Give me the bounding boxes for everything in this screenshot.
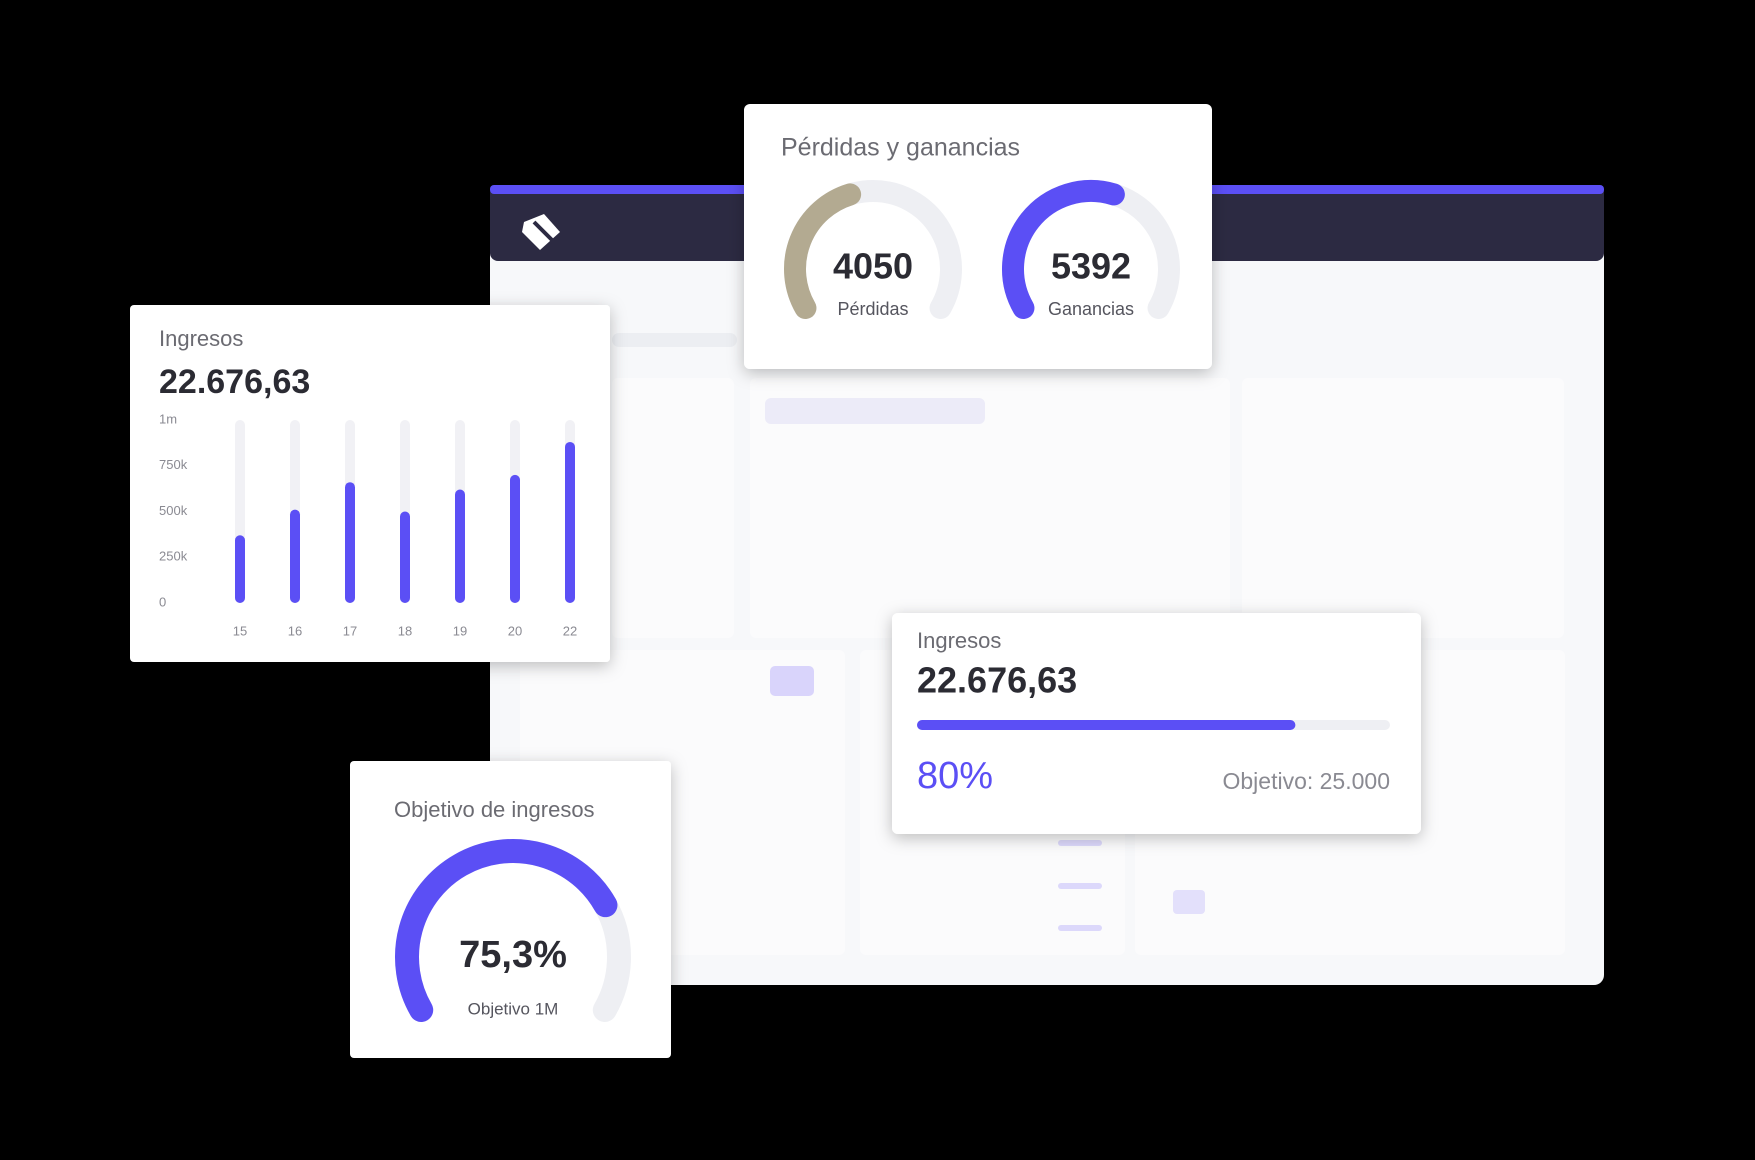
- placeholder: [765, 398, 985, 424]
- placeholder: [1058, 925, 1102, 931]
- gauge-fill: [1002, 180, 1125, 319]
- y-tick-label: 500k: [159, 503, 188, 518]
- x-tick-label: 19: [453, 623, 467, 638]
- logo: [522, 214, 560, 250]
- gauge-label: Pérdidas: [837, 299, 908, 319]
- placeholder: [612, 333, 737, 347]
- bar: [345, 482, 355, 603]
- placeholder: [1058, 883, 1102, 889]
- revenue-bar-card: [130, 305, 610, 662]
- bar: [455, 489, 465, 603]
- placeholder: [1058, 840, 1102, 846]
- y-tick-label: 750k: [159, 457, 188, 472]
- x-tick-label: 16: [288, 623, 302, 638]
- x-tick-label: 15: [233, 623, 247, 638]
- card-title: Pérdidas y ganancias: [781, 134, 1020, 162]
- gauge-label: Ganancias: [1048, 299, 1134, 319]
- bar: [400, 511, 410, 603]
- x-tick-label: 17: [343, 623, 357, 638]
- y-tick-label: 0: [159, 594, 166, 609]
- gauge-value: 4050: [833, 246, 913, 287]
- gauge-fill: [784, 183, 862, 319]
- card-title: Ingresos: [917, 628, 1001, 653]
- card-title: Objetivo de ingresos: [394, 797, 595, 822]
- panel: [612, 378, 734, 638]
- card-total: 22.676,63: [917, 660, 1077, 701]
- y-tick-label: 1m: [159, 411, 177, 426]
- revenue-goal-card: [350, 761, 671, 1058]
- progress-target: Objetivo: 25.000: [1222, 768, 1390, 794]
- progress-fill: [917, 720, 1296, 730]
- x-tick-label: 18: [398, 623, 412, 638]
- logo-cut: [532, 220, 554, 242]
- card-icon: [770, 666, 814, 696]
- profit-loss-card: [744, 104, 1212, 369]
- progress-value: 80%: [917, 755, 993, 797]
- gauge-label: Objetivo 1M: [468, 999, 559, 1018]
- bar: [565, 441, 575, 603]
- gauge-fill: [395, 838, 618, 1022]
- card-total: 22.676,63: [159, 363, 310, 401]
- x-tick-label: 22: [563, 623, 577, 638]
- bar: [290, 509, 300, 603]
- bar: [235, 535, 245, 603]
- panel: [1242, 378, 1564, 638]
- bar: [510, 474, 520, 603]
- gauge-value: 5392: [1051, 246, 1131, 287]
- gauge-value: 75,3%: [459, 934, 567, 976]
- card-icon: [1173, 890, 1205, 914]
- x-tick-label: 20: [508, 623, 522, 638]
- y-tick-label: 250k: [159, 549, 188, 564]
- panel: [750, 378, 1230, 638]
- card-title: Ingresos: [159, 326, 243, 351]
